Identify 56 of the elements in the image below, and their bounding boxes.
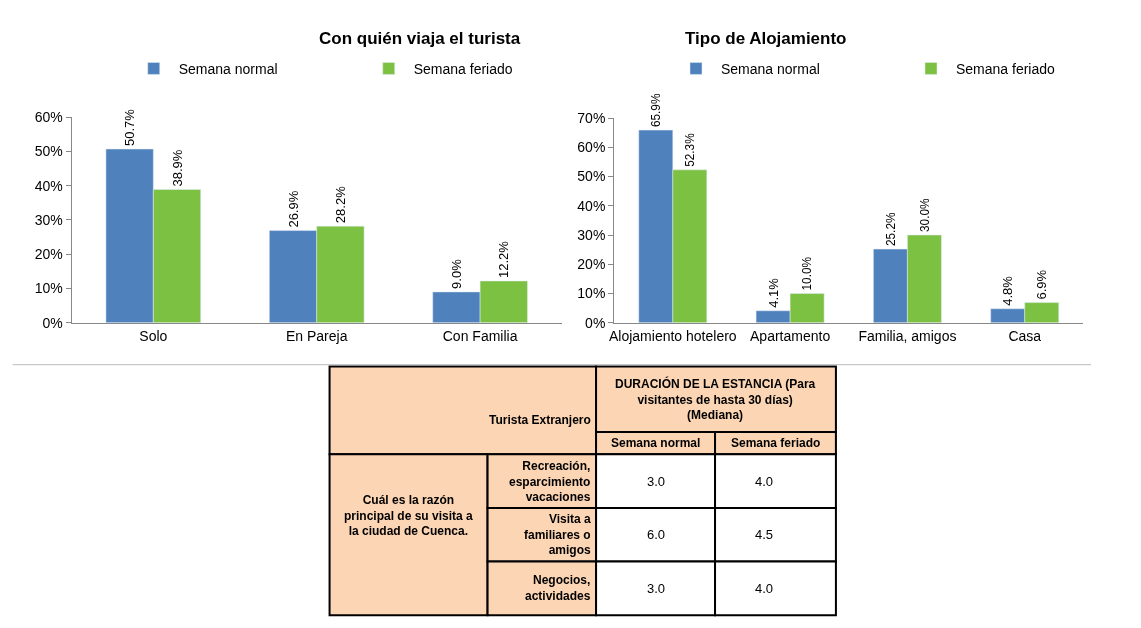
data-label: 28.2% <box>332 185 348 224</box>
text: 6.0 <box>647 527 666 542</box>
x-tick-label: En Pareja <box>285 327 348 344</box>
y-tick-label: 40% <box>577 197 606 214</box>
y-tick-label: 50% <box>577 168 606 185</box>
x-tick-label: Con Familia <box>442 327 518 344</box>
x-tick-label: Familia, amigos <box>858 327 957 344</box>
text: 4.5 <box>755 527 774 542</box>
y-tick-label: 0% <box>42 314 63 331</box>
data-label: 65.9% <box>648 93 663 128</box>
y-tick-label: 0% <box>585 314 606 331</box>
y-tick-label: 20% <box>577 256 606 273</box>
legend-label: Semana normal <box>178 60 278 77</box>
data-label: 6.9% <box>1034 269 1050 300</box>
y-tick-label: 10% <box>577 285 606 302</box>
data-label: 25.2% <box>883 212 898 247</box>
x-tick-label: Apartamento <box>750 327 831 344</box>
legend-label: Semana feriado <box>413 60 513 77</box>
text: 3.0 <box>647 474 666 489</box>
data-label: 26.9% <box>285 190 301 228</box>
category-label: Negocios, actividades <box>525 573 591 603</box>
text: DURACIÓN DE LA ESTANCIA (Para visitantes de hasta 30 días) (Mediana) <box>615 376 816 423</box>
category-label: Visita a familiares o amigos <box>524 512 591 558</box>
chart-title: Tipo de Alojamiento <box>685 29 847 48</box>
y-tick-label: 60% <box>577 139 606 156</box>
category-label: Semana feriado <box>731 436 821 450</box>
x-tick-label: Alojamiento hotelero <box>608 327 737 344</box>
y-tick-label: 10% <box>34 280 63 297</box>
category-label: Recreación, esparcimiento vacaciones <box>509 459 591 505</box>
data-label: 4.1% <box>765 277 781 308</box>
text: 3.0 <box>647 581 666 596</box>
data-label: 52.3% <box>682 132 697 167</box>
y-tick-label: 30% <box>577 226 606 243</box>
data-label: 10.0% <box>800 256 815 291</box>
data-label: 30.0% <box>917 197 932 233</box>
text: 4.0 <box>755 581 774 596</box>
y-tick-label: 30% <box>34 211 63 228</box>
y-tick-label: 60% <box>34 109 63 126</box>
x-tick-label: Solo <box>139 327 168 344</box>
data-label: 9.0% <box>448 258 464 289</box>
category-label: Semana normal <box>611 436 701 450</box>
legend-label: Semana feriado <box>956 60 1056 77</box>
data-label: 4.8% <box>1000 275 1016 306</box>
x-tick-label: Casa <box>1008 327 1042 344</box>
y-tick-label: 40% <box>34 177 63 194</box>
chart-title: Con quién viaja el turista <box>319 29 521 48</box>
y-tick-label: 50% <box>34 143 63 160</box>
text: Turista Extranjero <box>489 413 591 427</box>
y-tick-label: 20% <box>34 246 63 263</box>
text: 4.0 <box>755 474 774 489</box>
text: Cuál es la razón principal de su visita a la ciudad de Cuenca. <box>344 493 474 539</box>
y-tick-label: 70% <box>577 110 606 127</box>
data-label: 50.7% <box>122 108 138 147</box>
legend-label: Semana normal <box>721 60 820 77</box>
data-label: 38.9% <box>169 149 185 187</box>
data-label: 12.2% <box>496 240 512 278</box>
